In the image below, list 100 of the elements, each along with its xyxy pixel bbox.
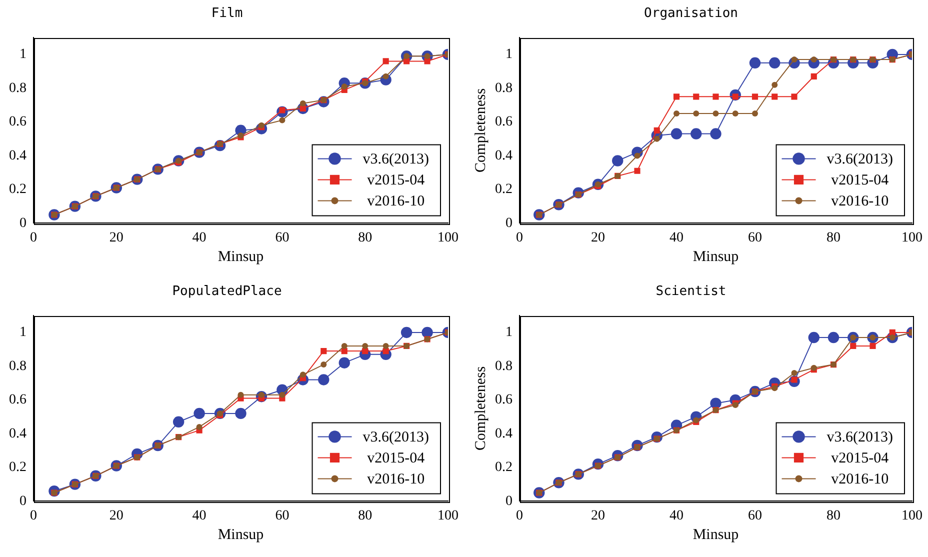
x-tick-label: 60 <box>275 230 290 246</box>
y-tick-label: 0 <box>506 494 512 509</box>
x-axis-title: Minsup <box>692 248 739 265</box>
y-tick-label: 0.6 <box>9 114 26 130</box>
x-tick-label: 100 <box>902 230 922 246</box>
x-tick-label: 100 <box>438 508 458 524</box>
legend-label: v2015-04 <box>831 450 890 467</box>
point <box>194 408 205 420</box>
legend-label: v3.6(2013) <box>826 152 894 168</box>
point <box>693 94 700 100</box>
x-tick-label: 80 <box>358 230 372 246</box>
y-tick-label: 0 <box>20 494 26 509</box>
point <box>196 424 202 430</box>
point <box>382 58 389 64</box>
point <box>382 342 389 349</box>
point <box>670 128 682 140</box>
y-tick-label: 0.6 <box>9 392 26 408</box>
x-tick-label: 40 <box>670 230 684 246</box>
y-tick-label: 0.2 <box>495 460 512 476</box>
point <box>279 392 286 398</box>
point <box>634 152 640 159</box>
x-tick-label: 20 <box>109 508 124 524</box>
y-tick-label: 0.4 <box>495 148 512 164</box>
point <box>752 94 758 100</box>
y-tick-label: 0.8 <box>9 80 26 96</box>
point <box>772 94 778 100</box>
point <box>710 128 722 140</box>
point <box>752 110 758 117</box>
point <box>654 127 660 134</box>
point <box>235 408 246 420</box>
x-tick-label: 80 <box>826 230 840 246</box>
point <box>320 362 327 368</box>
y-tick-label: 0.6 <box>495 114 512 130</box>
legend-label: v3.6(2013) <box>826 430 894 446</box>
x-tick-label: 80 <box>826 508 840 524</box>
y-tick-label: 0.8 <box>495 358 512 374</box>
point <box>810 73 817 80</box>
x-axis-title: Minsup <box>692 526 739 543</box>
point <box>318 374 330 386</box>
x-tick-label: 100 <box>902 508 922 524</box>
x-tick-label: 0 <box>30 508 37 524</box>
x-tick-label: 60 <box>748 508 762 524</box>
x-axis-title: Minsup <box>218 248 264 265</box>
y-tick-label: 1 <box>20 47 26 62</box>
point <box>772 82 778 88</box>
y-tick-label: 0.2 <box>495 182 512 198</box>
y-tick-label: 0.8 <box>495 80 512 96</box>
y-tick-label: 1 <box>20 325 26 340</box>
legend-label: v2016-10 <box>367 194 425 210</box>
y-tick-label: 1 <box>506 47 512 62</box>
x-tick-label: 100 <box>438 230 458 246</box>
point <box>749 57 761 69</box>
point <box>300 100 306 106</box>
x-tick-label: 20 <box>591 508 605 524</box>
y-tick-label: 0.6 <box>495 392 512 408</box>
point <box>712 110 719 117</box>
point <box>172 416 184 428</box>
point <box>850 342 856 350</box>
point <box>238 392 244 398</box>
point <box>400 326 412 338</box>
point <box>769 57 780 69</box>
point <box>870 342 876 350</box>
point <box>338 357 350 368</box>
chart-title: PopulatedPlace <box>172 284 282 300</box>
x-tick-label: 0 <box>516 508 523 524</box>
chart-title: Scientist <box>656 284 726 300</box>
x-tick-label: 20 <box>109 230 124 246</box>
y-axis-title: Completeness <box>472 88 489 172</box>
point <box>341 342 348 349</box>
legend-label: v2016-10 <box>831 194 889 210</box>
legend-label: v2016-10 <box>367 472 425 488</box>
point <box>808 332 820 344</box>
y-tick-label: 0 <box>20 216 26 231</box>
y-tick-label: 0 <box>506 216 512 231</box>
x-tick-label: 60 <box>748 230 762 246</box>
y-tick-label: 1 <box>506 325 512 340</box>
point <box>612 155 624 166</box>
point <box>828 332 840 344</box>
legend-label: v2015-04 <box>367 172 426 189</box>
legend-label: v3.6(2013) <box>362 152 430 168</box>
y-tick-label: 0.4 <box>9 426 26 442</box>
point <box>382 73 389 80</box>
chart-title: Organisation <box>644 6 738 22</box>
point <box>791 94 798 100</box>
chart-title: Film <box>211 6 243 22</box>
point <box>673 94 680 100</box>
point <box>279 117 286 124</box>
point <box>320 348 327 354</box>
y-tick-label: 0.2 <box>9 182 26 198</box>
y-tick-label: 0.4 <box>495 426 512 442</box>
x-tick-label: 40 <box>192 230 206 246</box>
x-axis-title: Minsup <box>218 526 264 543</box>
point <box>634 168 640 174</box>
x-tick-label: 20 <box>591 230 605 246</box>
point <box>791 370 798 376</box>
point <box>690 128 702 140</box>
legend-label: v2015-04 <box>367 450 426 467</box>
point <box>300 372 306 378</box>
point <box>674 110 680 117</box>
point <box>693 110 700 117</box>
